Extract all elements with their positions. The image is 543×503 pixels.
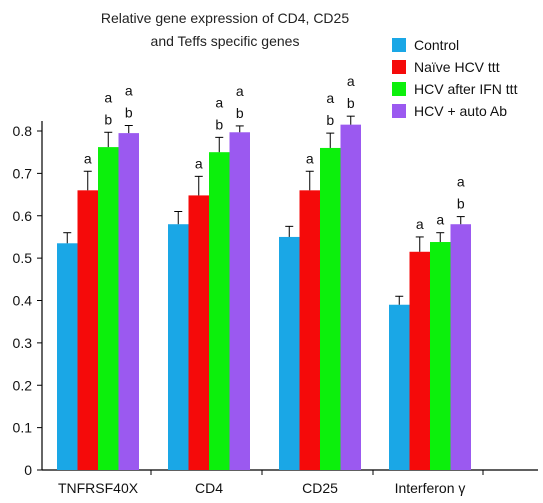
bars — [57, 124, 471, 471]
legend-label: HCV + auto Ab — [414, 103, 507, 119]
bar — [340, 124, 361, 471]
significance-letter: a — [347, 73, 355, 89]
y-tick-label: 0.4 — [13, 293, 33, 309]
significance-letter: a — [195, 155, 203, 171]
significance-letter: a — [436, 212, 444, 228]
chart-title-line-1: Relative gene expression of CD4, CD25 — [101, 10, 349, 26]
x-tick-label: CD25 — [302, 480, 338, 496]
bar — [209, 152, 230, 470]
legend-label: Naïve HCV ttt — [414, 59, 500, 75]
bar — [320, 147, 341, 470]
legend-swatch — [392, 38, 406, 52]
legend: Control Naïve HCV ttt HCV after IFN ttt HCV… — [392, 37, 518, 119]
legend-label: HCV after IFN ttt — [414, 81, 518, 97]
significance-letter: a — [104, 89, 112, 105]
y-tick-label: 0.5 — [13, 250, 33, 266]
bar — [168, 224, 189, 470]
significance-letter: b — [215, 116, 223, 132]
legend-label: Control — [414, 37, 459, 53]
legend-swatch — [392, 104, 406, 118]
bar — [279, 236, 300, 470]
chart-title: Relative gene expression of CD4, CD25 an… — [101, 10, 349, 49]
x-tick-label: Interferon γ — [395, 480, 466, 496]
error-bars — [63, 115, 465, 305]
significance-letter: b — [347, 95, 355, 111]
significance-letter: b — [457, 196, 465, 212]
x-tick-label: CD4 — [195, 480, 223, 496]
significance-letter: a — [457, 174, 465, 190]
significance-letter: b — [125, 104, 133, 120]
x-tick-label: TNFRSF40X — [58, 480, 139, 496]
bar — [450, 224, 471, 470]
significance-letter: a — [215, 94, 223, 110]
significance-letter: a — [306, 150, 314, 166]
y-tick-label: 0.2 — [13, 377, 33, 393]
significance-letter: b — [236, 105, 244, 121]
bar — [229, 132, 250, 471]
bar — [389, 304, 410, 470]
significance-letter: a — [236, 83, 244, 99]
chart-title-line-2: and Teffs specific genes — [151, 33, 300, 49]
significance-letter: b — [104, 111, 112, 127]
bar — [118, 133, 139, 470]
bar — [299, 190, 320, 470]
bar — [77, 190, 98, 470]
y-tick-label: 0.1 — [13, 420, 33, 436]
significance-letter: a — [84, 150, 92, 166]
significance-letter: a — [326, 90, 334, 106]
significance-letter: a — [125, 82, 133, 98]
y-tick-label: 0.8 — [13, 123, 33, 139]
significance-letter: a — [416, 216, 424, 232]
axes: 0 0.1 0.2 0.3 0.4 0.5 0.6 0.7 0.8 TNFRSF40X CD4 CD2… — [13, 121, 538, 496]
y-tick-label: 0 — [24, 462, 32, 478]
bar — [409, 251, 430, 470]
legend-swatch — [392, 82, 406, 96]
significance-letter: b — [326, 112, 334, 128]
y-tick-label: 0.6 — [13, 208, 33, 224]
bar — [188, 195, 209, 470]
y-tick-label: 0.3 — [13, 335, 33, 351]
bar — [57, 243, 78, 470]
legend-swatch — [392, 60, 406, 74]
y-tick-label: 0.7 — [13, 165, 33, 181]
bar — [430, 242, 451, 470]
bar — [98, 147, 119, 471]
